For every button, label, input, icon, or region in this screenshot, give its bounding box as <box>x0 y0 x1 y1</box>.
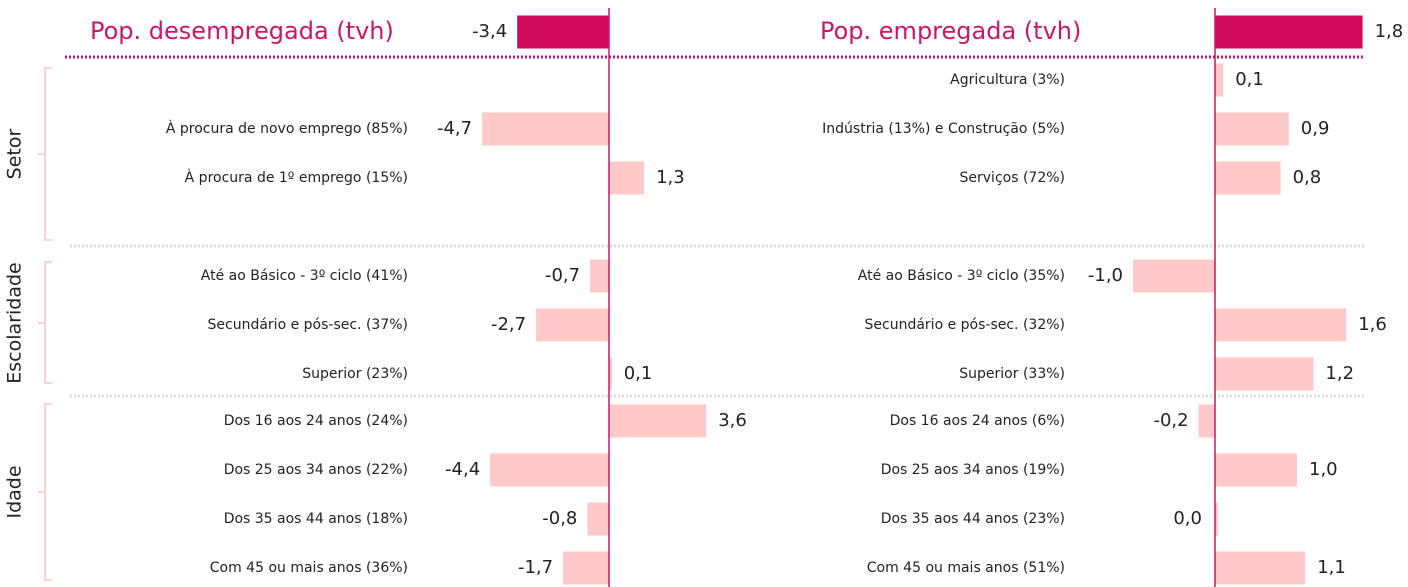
bar <box>1215 63 1224 97</box>
category-label: Com 45 ou mais anos (51%) <box>867 560 1065 576</box>
category-label: À procura de novo emprego (85%) <box>166 120 408 137</box>
value-label: 0,9 <box>1301 118 1330 139</box>
category-label: Dos 16 aos 24 anos (24%) <box>224 413 408 429</box>
category-label: Agricultura (3%) <box>950 72 1065 88</box>
bar <box>1215 112 1289 146</box>
category-label: À procura de 1º emprego (15%) <box>185 169 408 186</box>
value-label: -0,8 <box>542 508 577 529</box>
bar <box>1215 453 1297 487</box>
category-label: Até ao Básico - 3º ciclo (35%) <box>858 268 1065 284</box>
headline-label: -3,4 <box>472 21 507 42</box>
value-label: -0,7 <box>545 265 580 286</box>
category-label: Com 45 ou mais anos (36%) <box>210 560 408 576</box>
group-label: Setor <box>4 128 26 179</box>
panel-title: Pop. empregada (tvh) <box>820 17 1081 45</box>
bar <box>482 112 609 146</box>
group-bracket <box>38 261 52 384</box>
value-label: 1,6 <box>1358 314 1387 335</box>
value-label: 1,1 <box>1317 557 1346 578</box>
category-label: Serviços (72%) <box>960 170 1065 186</box>
value-label: 0,1 <box>1235 69 1264 90</box>
value-label: 0,1 <box>624 363 653 384</box>
value-label: 1,0 <box>1309 459 1338 480</box>
bar <box>609 404 707 438</box>
bar <box>563 551 609 585</box>
group-label: Escolaridade <box>4 262 26 383</box>
value-label: -1,7 <box>518 557 553 578</box>
category-label: Dos 25 aos 34 anos (22%) <box>224 462 408 478</box>
bar <box>1198 404 1215 438</box>
bar <box>1215 308 1347 342</box>
value-label: -2,7 <box>491 314 526 335</box>
group-label: Idade <box>4 465 26 518</box>
value-label: 1,2 <box>1325 363 1354 384</box>
bar <box>609 161 645 195</box>
bar <box>1215 357 1314 391</box>
bar <box>609 357 612 391</box>
category-label: Superior (33%) <box>959 366 1065 382</box>
bar <box>517 15 609 49</box>
bar <box>590 259 609 293</box>
headline-label: 1,8 <box>1375 21 1404 42</box>
category-label: Dos 35 aos 44 anos (23%) <box>881 511 1065 527</box>
value-label: -4,4 <box>445 459 480 480</box>
category-label: Secundário e pós-sec. (37%) <box>208 317 408 333</box>
value-label: -0,2 <box>1153 410 1188 431</box>
bar <box>1215 161 1281 195</box>
category-label: Superior (23%) <box>302 366 408 382</box>
value-label: 1,3 <box>656 167 685 188</box>
value-label: 0,8 <box>1293 167 1322 188</box>
category-label: Indústria (13%) e Construção (5%) <box>822 121 1065 137</box>
value-label: -1,0 <box>1088 265 1123 286</box>
panel-title: Pop. desempregada (tvh) <box>90 17 394 45</box>
category-label: Secundário e pós-sec. (32%) <box>865 317 1065 333</box>
value-label: 0,0 <box>1173 508 1202 529</box>
category-label: Dos 35 aos 44 anos (18%) <box>224 511 408 527</box>
value-label: -4,7 <box>437 118 472 139</box>
bar <box>490 453 609 487</box>
bar <box>1215 551 1306 585</box>
bar <box>536 308 609 342</box>
group-bracket <box>38 67 52 241</box>
bar <box>587 502 609 536</box>
bar <box>1215 15 1363 49</box>
category-label: Até ao Básico - 3º ciclo (41%) <box>201 268 408 284</box>
value-label: 3,6 <box>718 410 747 431</box>
bar <box>1133 259 1215 293</box>
category-label: Dos 25 aos 34 anos (19%) <box>881 462 1065 478</box>
category-label: Dos 16 aos 24 anos (6%) <box>890 413 1065 429</box>
group-bracket <box>38 403 52 581</box>
bar <box>1215 502 1218 536</box>
